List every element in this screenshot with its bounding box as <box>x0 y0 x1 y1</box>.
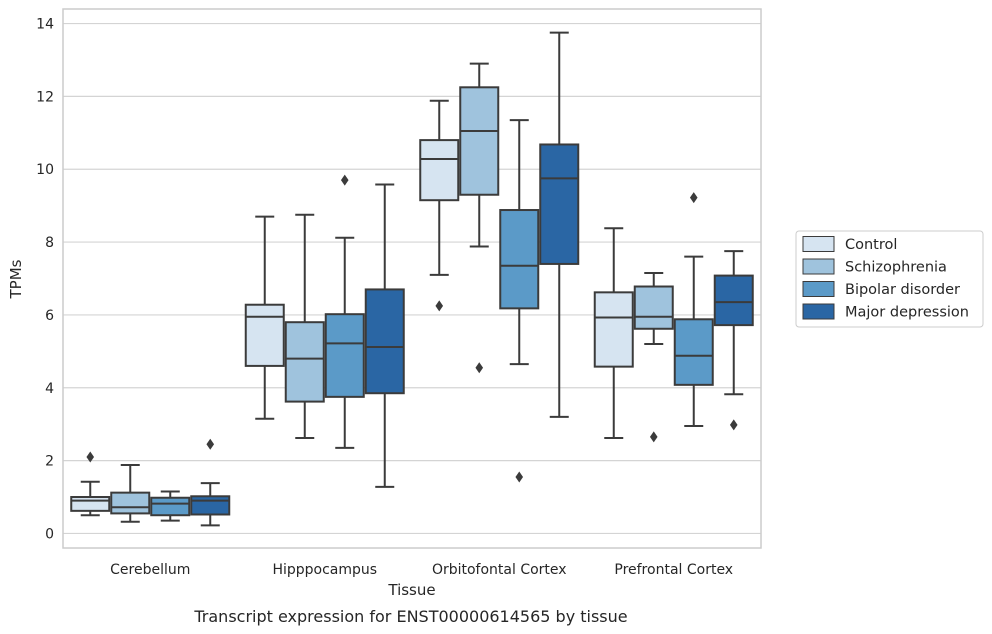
box-body <box>499 209 540 310</box>
box-body <box>673 318 714 386</box>
y-tick-label: 2 <box>45 454 54 470</box>
y-tick-label: 12 <box>36 89 54 105</box>
legend-label: Control <box>845 237 897 253</box>
outlier-point <box>649 431 658 443</box>
y-tick-label: 6 <box>45 308 54 324</box>
box-body <box>593 291 634 368</box>
x-tick-labels: Cerebellum Hipppocampus Orbitofontal Corte… <box>110 562 733 578</box>
chart-caption: Transcript expression for ENST0000061456… <box>193 607 627 626</box>
y-tick-label: 4 <box>45 381 54 397</box>
box-body <box>324 313 365 398</box>
y-tick-label: 8 <box>45 235 54 251</box>
box-body <box>244 303 285 367</box>
legend: Control Schizophrenia Bipolar disorder Majo… <box>795 230 984 328</box>
box-1-3 <box>633 272 674 443</box>
legend-swatch <box>802 281 835 297</box>
box-body <box>364 288 405 395</box>
box-body <box>284 321 325 403</box>
legend-frame <box>795 230 984 328</box>
box-body <box>713 274 754 327</box>
x-axis-label: Tissue <box>387 581 435 599</box>
plot-frame <box>62 8 762 549</box>
box-1-1 <box>284 213 325 440</box>
x-tick-label: Cerebellum <box>110 562 190 578</box>
box-0-2 <box>419 99 460 312</box>
outlier-point <box>206 438 215 450</box>
box-body <box>419 139 460 202</box>
outlier-point <box>729 419 738 431</box>
box-2-2 <box>499 119 540 483</box>
outlier-point <box>515 471 524 483</box>
x-tick-label: Prefrontal Cortex <box>614 562 733 578</box>
y-tick-label: 10 <box>36 162 54 178</box>
box-0-1 <box>244 215 285 420</box>
gridlines <box>63 22 761 535</box>
x-tick-label: Orbitofontal Cortex <box>432 562 567 578</box>
box-3-2 <box>539 31 580 418</box>
box-0-0 <box>70 451 111 517</box>
y-axis-label: TPMs <box>7 259 25 299</box>
outlier-point <box>689 192 698 204</box>
legend-label: Schizophrenia <box>845 260 947 276</box>
box-3-3 <box>713 250 754 431</box>
legend-swatch <box>802 258 835 275</box>
box-body <box>70 496 111 512</box>
box-series <box>70 31 754 527</box>
outlier-point <box>86 451 95 463</box>
box-2-3 <box>673 192 714 427</box>
box-body <box>110 491 151 515</box>
box-body <box>190 495 231 516</box>
outlier-point <box>435 300 444 312</box>
y-tick-labels: 0 2 4 6 8 10 12 14 <box>36 17 54 543</box>
legend-swatch <box>802 303 835 320</box>
outlier-point <box>475 362 484 374</box>
box-body <box>539 143 580 265</box>
box-body <box>150 496 191 517</box>
box-0-3 <box>593 227 634 440</box>
box-1-2 <box>459 62 500 374</box>
y-tick-label: 14 <box>36 17 54 33</box>
legend-label: Bipolar disorder <box>845 282 960 298</box>
legend-label: Major depression <box>845 305 969 321</box>
box-3-1 <box>364 183 405 488</box>
box-2-1 <box>324 174 365 449</box>
box-body <box>633 285 674 330</box>
box-2-0 <box>150 490 191 522</box>
box-body <box>459 86 500 196</box>
x-tick-label: Hipppocampus <box>272 562 377 578</box>
outlier-point <box>340 174 349 186</box>
legend-swatch <box>802 236 835 252</box>
y-tick-label: 0 <box>45 526 54 542</box>
box-3-0 <box>190 438 231 527</box>
box-1-0 <box>110 463 151 523</box>
